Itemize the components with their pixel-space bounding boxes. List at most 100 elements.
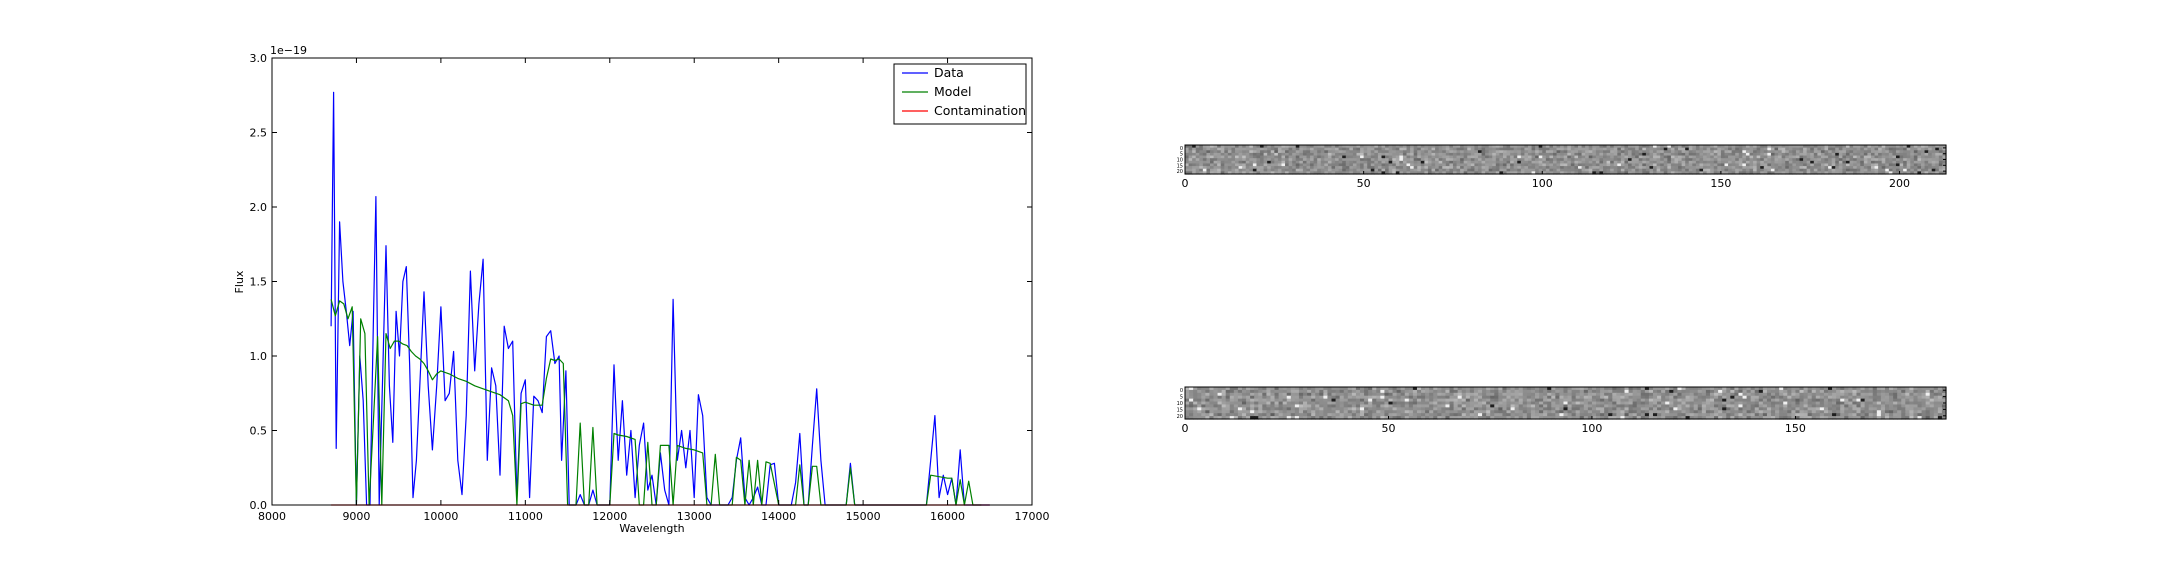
image-pixel — [1469, 395, 1475, 400]
image-pixel — [1482, 392, 1487, 397]
image-pixel — [1756, 168, 1761, 172]
image-pixel — [1657, 389, 1662, 394]
image-pixel — [1585, 166, 1590, 170]
image-pixel — [1766, 416, 1772, 420]
image-pixel — [1238, 171, 1243, 175]
image-pixel — [1824, 155, 1829, 159]
image-pixel — [1567, 147, 1572, 151]
image-pixel — [1600, 398, 1605, 403]
image-pixel — [1478, 404, 1483, 408]
image-pixel — [1188, 168, 1193, 172]
image-pixel — [1631, 158, 1636, 162]
image-pixel — [1520, 168, 1526, 172]
image-pixel — [1356, 163, 1361, 167]
image-pixel — [1463, 171, 1468, 175]
image-pixel — [1270, 150, 1275, 154]
image-pixel — [1345, 171, 1350, 175]
image-pixel — [1488, 152, 1493, 157]
image-pixel — [1527, 160, 1533, 165]
image-pixel — [1388, 410, 1394, 414]
image-pixel — [1225, 410, 1231, 414]
image-pixel — [1339, 395, 1345, 400]
image-pixel — [1420, 152, 1425, 157]
image-pixel — [1201, 416, 1206, 420]
image-pixel — [1252, 152, 1258, 157]
image-pixel — [1806, 158, 1811, 162]
image-pixel — [1286, 392, 1292, 397]
image-pixel — [1642, 152, 1647, 157]
image-pixel — [1767, 147, 1772, 151]
image-pixel — [1681, 171, 1686, 175]
image-pixel — [1282, 395, 1288, 400]
image-pixel — [1517, 145, 1522, 149]
image-pixel — [1734, 416, 1740, 420]
image-pixel — [1628, 407, 1634, 411]
image-pixel — [1295, 171, 1300, 175]
image-pixel — [1785, 147, 1790, 151]
image-pixel — [1925, 416, 1931, 420]
image-pixel — [1581, 155, 1586, 159]
image-pixel — [1713, 150, 1718, 154]
image-pixel — [1813, 166, 1818, 170]
image-pixel — [1942, 171, 1947, 175]
image-pixel — [1319, 416, 1324, 420]
image-pixel — [1556, 171, 1561, 175]
image-pixel — [1185, 171, 1190, 175]
image-pixel — [1842, 163, 1847, 167]
image-pixel — [1709, 398, 1715, 403]
image-pixel — [1524, 147, 1529, 151]
image-pixel — [1241, 413, 1247, 417]
image-pixel — [1903, 160, 1908, 165]
image-pixel — [1463, 166, 1468, 170]
image-pixel — [1254, 398, 1259, 403]
image-pixel — [1538, 152, 1543, 157]
image-pixel — [1631, 160, 1636, 165]
image-pixel — [1217, 171, 1222, 175]
image-pixel — [1628, 171, 1633, 175]
image-pixel — [1631, 171, 1636, 175]
image-pixel — [1294, 389, 1300, 394]
image-pixel — [1224, 158, 1229, 162]
image-pixel — [1835, 145, 1840, 149]
image-pixel — [1775, 413, 1780, 417]
image-pixel — [1827, 401, 1833, 406]
image-pixel — [1941, 389, 1947, 394]
image-pixel — [1185, 410, 1190, 414]
image-pixel — [1628, 401, 1634, 406]
image-pixel — [1392, 160, 1397, 165]
image-pixel — [1510, 160, 1515, 165]
image-pixel — [1220, 168, 1225, 172]
image-pixel — [1781, 168, 1786, 172]
image-pixel — [1897, 398, 1902, 403]
image-pixel — [1488, 166, 1493, 170]
image-pixel — [1368, 389, 1373, 394]
image-pixel — [1518, 407, 1524, 411]
image-pixel — [1364, 404, 1369, 408]
image-pixel — [1632, 395, 1638, 400]
image-pixel — [1420, 147, 1425, 151]
image-pixel — [1324, 160, 1329, 165]
image-pixel — [1242, 152, 1247, 157]
image-pixel — [1678, 163, 1683, 167]
image-pixel — [1807, 389, 1813, 394]
image-pixel — [1338, 150, 1343, 154]
image-pixel — [1237, 387, 1243, 391]
image-pixel — [1221, 401, 1227, 406]
image-pixel — [1714, 413, 1719, 417]
image-pixel — [1345, 155, 1350, 159]
image-pixel — [1848, 407, 1853, 411]
image-pixel — [1806, 160, 1811, 165]
image-pixel — [1556, 158, 1561, 162]
image-pixel — [1469, 389, 1475, 394]
image-pixel — [1294, 416, 1300, 420]
image-pixel — [1551, 389, 1556, 394]
image-pixel — [1567, 158, 1572, 162]
image-pixel — [1513, 160, 1518, 165]
image-pixel — [1245, 150, 1250, 154]
image-pixel — [1425, 404, 1430, 408]
image-pixel — [1931, 160, 1936, 165]
image-pixel — [1185, 150, 1190, 154]
image-pixel — [1713, 171, 1718, 175]
image-pixel — [1860, 387, 1866, 391]
image-pixel — [1238, 145, 1243, 149]
